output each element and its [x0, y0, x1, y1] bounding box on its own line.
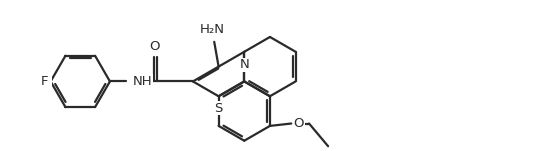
Text: S: S	[214, 102, 223, 115]
Text: O: O	[294, 117, 304, 130]
Text: H₂N: H₂N	[200, 23, 225, 36]
Text: O: O	[149, 40, 159, 53]
Text: F: F	[41, 75, 49, 88]
Text: N: N	[239, 58, 249, 71]
Text: NH: NH	[133, 75, 152, 88]
